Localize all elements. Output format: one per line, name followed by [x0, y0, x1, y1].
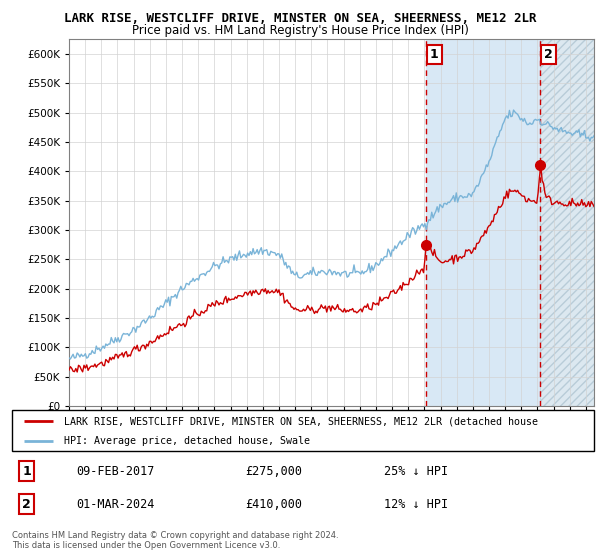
- Text: £275,000: £275,000: [245, 465, 302, 478]
- Text: 2: 2: [544, 48, 553, 61]
- Text: LARK RISE, WESTCLIFF DRIVE, MINSTER ON SEA, SHEERNESS, ME12 2LR (detached house: LARK RISE, WESTCLIFF DRIVE, MINSTER ON S…: [64, 417, 538, 426]
- Text: 2: 2: [22, 497, 31, 511]
- Text: 12% ↓ HPI: 12% ↓ HPI: [385, 497, 449, 511]
- Text: Contains HM Land Registry data © Crown copyright and database right 2024.
This d: Contains HM Land Registry data © Crown c…: [12, 531, 338, 550]
- Text: 1: 1: [22, 465, 31, 478]
- Text: Price paid vs. HM Land Registry's House Price Index (HPI): Price paid vs. HM Land Registry's House …: [131, 24, 469, 36]
- Text: 01-MAR-2024: 01-MAR-2024: [76, 497, 154, 511]
- Bar: [540, 39, 594, 406]
- FancyBboxPatch shape: [12, 410, 594, 451]
- Text: 1: 1: [430, 48, 439, 61]
- Text: LARK RISE, WESTCLIFF DRIVE, MINSTER ON SEA, SHEERNESS, ME12 2LR: LARK RISE, WESTCLIFF DRIVE, MINSTER ON S…: [64, 12, 536, 25]
- Text: HPI: Average price, detached house, Swale: HPI: Average price, detached house, Swal…: [64, 436, 310, 446]
- Text: 25% ↓ HPI: 25% ↓ HPI: [385, 465, 449, 478]
- Bar: [540, 39, 594, 406]
- Bar: [426, 39, 540, 406]
- Text: 09-FEB-2017: 09-FEB-2017: [76, 465, 154, 478]
- Text: £410,000: £410,000: [245, 497, 302, 511]
